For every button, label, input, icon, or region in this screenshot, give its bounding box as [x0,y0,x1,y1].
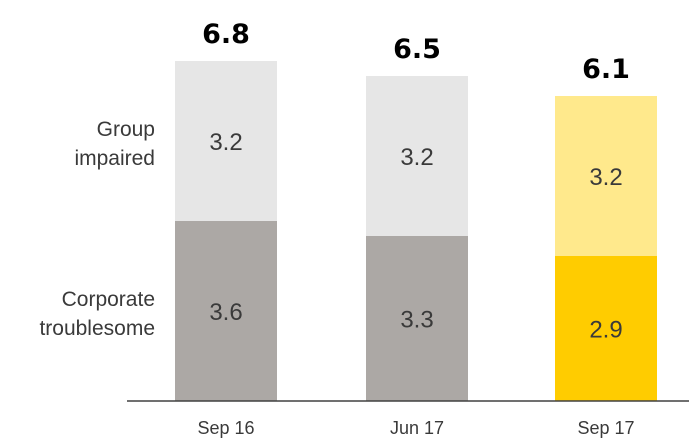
total-label: 6.8 [202,19,250,50]
bar-segment [175,221,277,401]
value-label: 3.3 [400,307,433,334]
x-tick-label: Sep 16 [197,418,254,438]
series-label: Group impaired [74,118,155,170]
labels-layer: 3.6 3.2 6.8 Sep 16 3.3 3.2 6.5 Jun 17 2.9 3.2 6.1 S… [39,19,634,438]
value-label: 3.2 [209,129,242,156]
value-label: 3.2 [589,164,622,191]
x-tick-label: Sep 17 [577,418,634,438]
series-label: Corporate troublesome [39,288,155,340]
value-label: 2.9 [589,317,622,344]
bar-segment [555,256,657,401]
bar-segment [366,236,468,401]
value-label: 3.6 [209,299,242,326]
series-label-line: troublesome [39,317,155,340]
bar-segment [366,76,468,236]
series-label-line: Group [97,118,155,141]
bar-segment [175,61,277,221]
bars-layer [175,61,657,401]
x-tick-label: Jun 17 [390,418,444,438]
series-label-line: Corporate [62,288,155,311]
value-label: 3.2 [400,144,433,171]
bar-segment [555,96,657,256]
total-label: 6.1 [582,54,630,85]
total-label: 6.5 [393,34,441,65]
series-label-line: impaired [74,147,155,170]
